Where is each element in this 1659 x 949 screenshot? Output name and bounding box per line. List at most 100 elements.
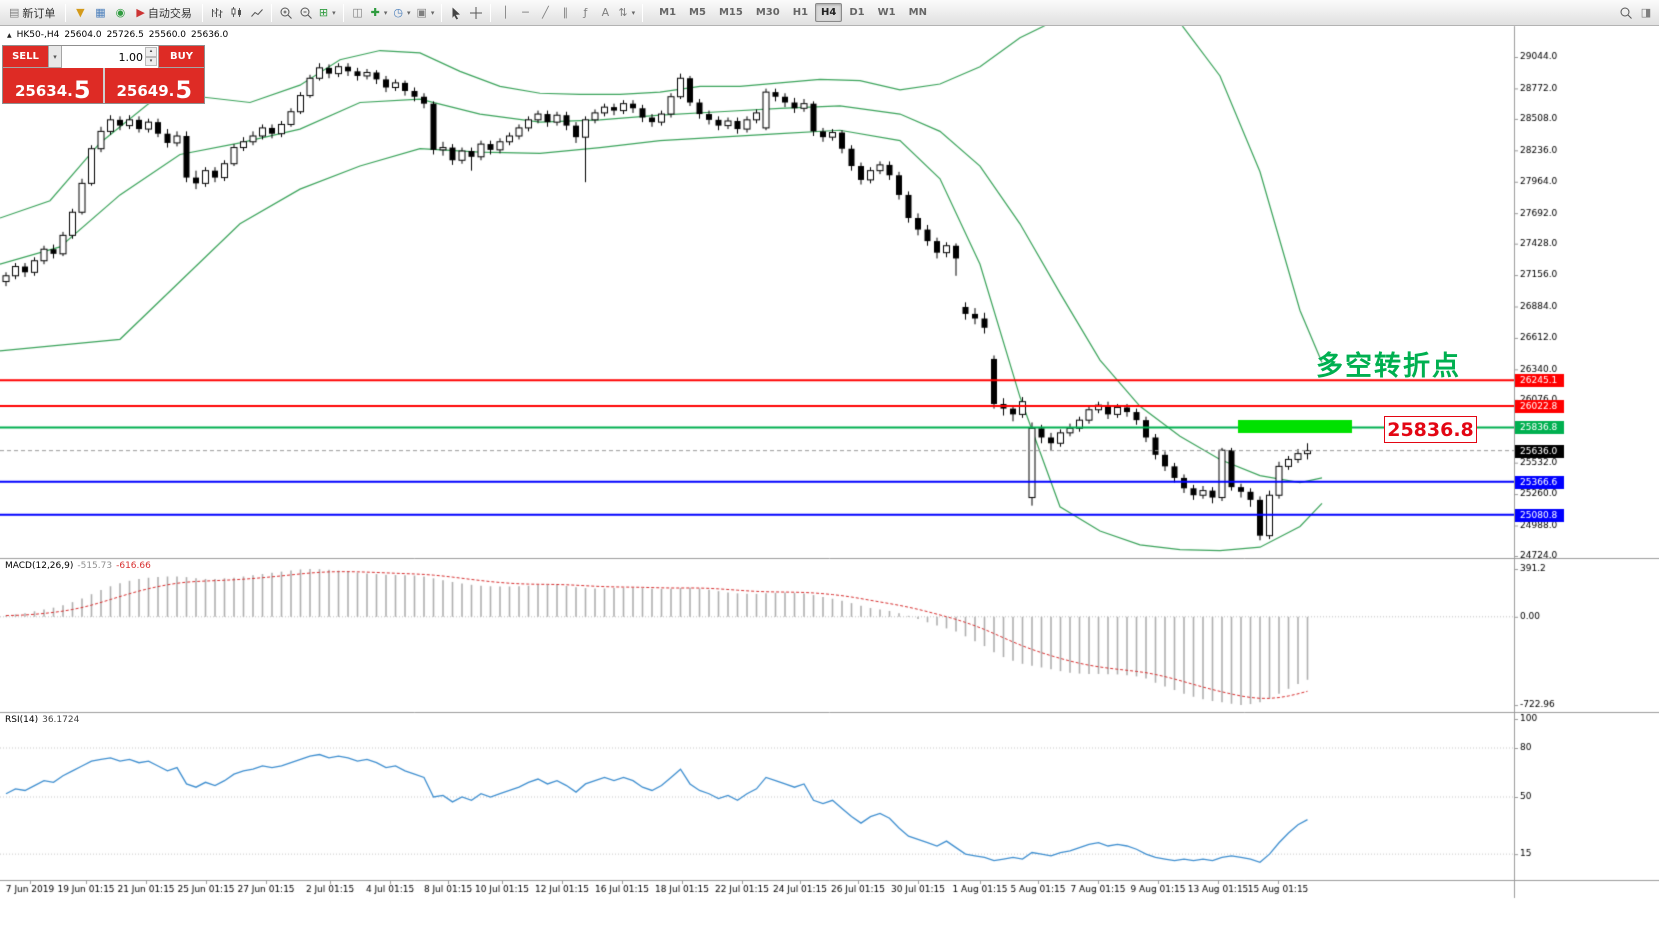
toolbar-separator	[490, 3, 492, 22]
text-button[interactable]: A	[595, 2, 615, 24]
chevron-down-icon: ▾	[383, 8, 388, 17]
fibonacci-button[interactable]: ƒ	[575, 2, 595, 24]
auto-trading-label: 自动交易	[147, 6, 192, 20]
profiles-button[interactable]: ▼	[70, 2, 90, 24]
horizontal-line-button[interactable]: ─	[515, 2, 535, 24]
chevron-down-icon: ▾	[631, 8, 636, 17]
channel-button[interactable]: ∥	[555, 2, 575, 24]
timeframe-mn[interactable]: MN	[903, 3, 933, 22]
channel-icon: ∥	[562, 6, 569, 19]
sound-icon: ◉	[115, 6, 126, 19]
horizontal-line-icon: ─	[522, 6, 529, 19]
vertical-line-icon: │	[502, 6, 509, 19]
macd-header: MACD(12,26,9) -515.73 -616.66	[5, 561, 151, 571]
timeframe-h1[interactable]: H1	[787, 3, 814, 22]
timeframe-group: M1 M5 M15 M30 H1 H4 D1 W1 MN	[653, 3, 933, 22]
bars-icon	[211, 7, 223, 18]
add-object-button[interactable]: ✚ ▾	[368, 2, 391, 24]
toolbar-separator	[65, 3, 67, 22]
toolbar-separator	[642, 3, 644, 22]
new-order-button[interactable]: ▤ 新订单	[3, 2, 61, 24]
sell-price-pips: 5	[73, 75, 91, 104]
text-icon: A	[601, 6, 610, 19]
timeframe-m5[interactable]: M5	[683, 3, 712, 22]
volume-down-button[interactable]: ▾	[145, 56, 157, 66]
timeframe-d1[interactable]: D1	[843, 3, 870, 22]
search-button[interactable]	[1616, 2, 1636, 24]
toolbar: ▤ 新订单 ▼ ▦ ◉ ▶ 自动交易 ⊞ ▾ ◫ ✚ ▾ ◷ ▾	[0, 0, 1659, 26]
low-value: 25560.0	[148, 30, 187, 40]
arrows-button[interactable]: ⇅ ▾	[615, 2, 638, 24]
toolbar-separator	[270, 3, 272, 22]
periods-button[interactable]: ◷ ▾	[390, 2, 413, 24]
new-order-icon: ▤	[9, 6, 20, 19]
bar-chart-button[interactable]	[207, 2, 227, 24]
buy-button[interactable]: BUY	[159, 46, 204, 67]
chat-button[interactable]: ◨	[1636, 2, 1656, 24]
cursor-icon	[452, 7, 461, 19]
high-value: 25726.5	[106, 30, 144, 40]
price-callout-label: 25836.8	[1384, 416, 1477, 443]
timeframe-m1[interactable]: M1	[653, 3, 682, 22]
trade-prices-row: 25634. 5 25649. 5	[3, 68, 204, 103]
buy-price[interactable]: 25649. 5	[104, 68, 204, 103]
timeframe-w1[interactable]: W1	[872, 3, 902, 22]
crosshair-button[interactable]	[466, 2, 486, 24]
sell-button[interactable]: SELL	[3, 46, 48, 67]
zoom-out-icon	[300, 7, 312, 19]
crosshair-icon	[470, 6, 483, 19]
trade-controls-row: SELL ▾ ▴ ▾ BUY	[3, 46, 204, 68]
search-icon	[1620, 7, 1632, 19]
auto-trading-button[interactable]: ▶ 自动交易	[130, 2, 197, 24]
chart-window-icon: ▦	[95, 6, 106, 19]
buy-price-main: 25649.	[116, 82, 175, 100]
template-icon: ▣	[416, 6, 427, 19]
alerts-button[interactable]: ◉	[110, 2, 130, 24]
timeframe-h4[interactable]: H4	[815, 3, 843, 22]
indicators-icon: ⊞	[318, 6, 329, 19]
line-chart-icon	[250, 8, 263, 17]
chevron-down-icon: ▾	[430, 8, 435, 17]
collapse-panel-icon[interactable]: ▲	[7, 31, 12, 39]
chart-annotation-text: 多空转折点	[1316, 351, 1461, 382]
tile-windows-button[interactable]: ◫	[348, 2, 368, 24]
zoom-in-icon	[280, 7, 292, 19]
timeframe-m15[interactable]: M15	[713, 3, 749, 22]
zoom-in-button[interactable]	[276, 2, 296, 24]
arrows-icon: ⇅	[618, 6, 628, 19]
rsi-header: RSI(14) 36.1724	[5, 715, 79, 725]
chevron-down-icon: ▾	[332, 8, 336, 17]
indicators-button[interactable]: ⊞ ▾	[316, 2, 339, 24]
tile-windows-icon: ◫	[352, 6, 363, 19]
volume-up-button[interactable]: ▴	[145, 47, 157, 57]
line-chart-button[interactable]	[247, 2, 267, 24]
toolbar-separator	[342, 3, 344, 22]
fibonacci-icon: ƒ	[583, 6, 588, 19]
sell-price[interactable]: 25634. 5	[3, 68, 103, 103]
volume-input[interactable]	[62, 47, 158, 68]
play-icon: ▶	[136, 6, 145, 19]
toolbar-separator	[201, 3, 203, 22]
volume-field: ▴ ▾	[62, 46, 159, 68]
cursor-button[interactable]	[446, 2, 466, 24]
new-chart-button[interactable]: ▦	[90, 2, 110, 24]
order-type-dropdown[interactable]: ▾	[48, 46, 62, 67]
candlesticks-icon	[231, 6, 241, 17]
close-value: 25636.0	[191, 30, 229, 40]
templates-button[interactable]: ▣ ▾	[413, 2, 437, 24]
zoom-out-button[interactable]	[296, 2, 316, 24]
candlestick-chart-button[interactable]	[227, 2, 247, 24]
trendline-button[interactable]: ╱	[535, 2, 555, 24]
macd-value: -515.73	[77, 561, 113, 571]
toolbar-separator	[441, 3, 443, 22]
plus-icon: ✚	[370, 6, 380, 19]
trendline-icon: ╱	[542, 6, 549, 19]
clock-icon: ◷	[393, 6, 403, 19]
symbol-period-label: HK50-,H4	[16, 30, 60, 40]
rsi-name: RSI(14)	[5, 715, 39, 725]
new-order-label: 新订单	[22, 6, 56, 20]
timeframe-m30[interactable]: M30	[750, 3, 786, 22]
vertical-line-button[interactable]: │	[495, 2, 515, 24]
